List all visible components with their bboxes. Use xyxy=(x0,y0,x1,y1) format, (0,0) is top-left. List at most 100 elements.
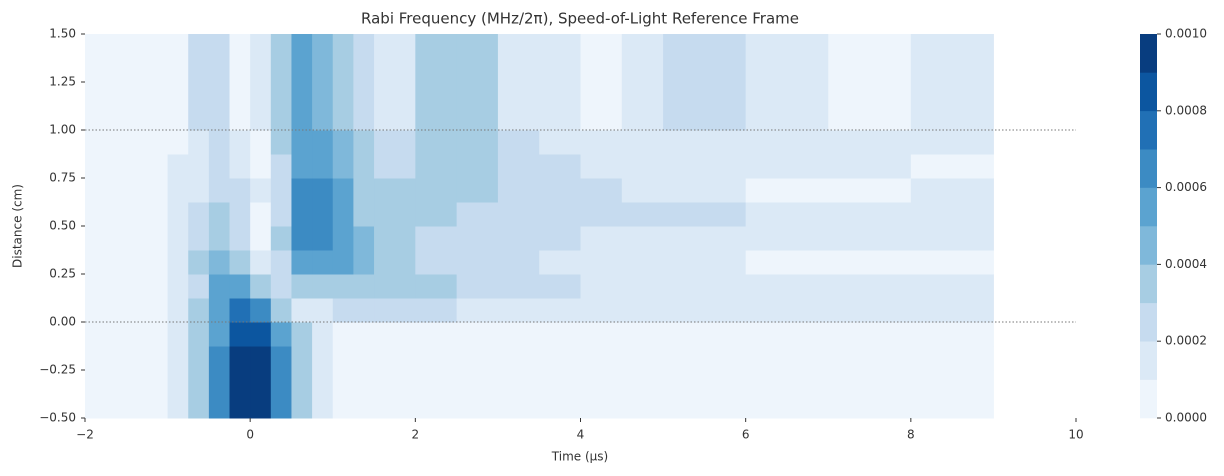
contour-cell xyxy=(291,178,313,203)
contour-cell xyxy=(745,250,829,275)
contour-cell xyxy=(270,226,292,251)
colorbar-tick-label: 0.0000 xyxy=(1165,411,1207,425)
colorbar-segment xyxy=(1140,264,1157,304)
contour-cell xyxy=(312,322,334,347)
x-axis-label: Time (μs) xyxy=(551,450,608,464)
contour-cell xyxy=(312,130,334,155)
contour-cell xyxy=(745,346,829,371)
contour-cell xyxy=(291,322,313,347)
contour-cell xyxy=(415,178,458,203)
contour-cell xyxy=(828,178,912,203)
contour-cell xyxy=(497,82,540,131)
contour-cell xyxy=(188,226,210,251)
contour-cell xyxy=(374,298,416,323)
contour-cell xyxy=(415,322,458,347)
contour-cell xyxy=(188,298,210,323)
contour-cell xyxy=(167,298,189,323)
contour-cell xyxy=(332,178,354,203)
contour-cell xyxy=(497,154,540,179)
contour-cell xyxy=(188,202,210,227)
contour-cell xyxy=(539,322,581,347)
contour-cell xyxy=(208,322,231,347)
contour-cell xyxy=(250,178,272,203)
colorbar-segment xyxy=(1140,149,1157,188)
contour-cell xyxy=(621,178,664,203)
contour-cell xyxy=(312,154,334,179)
contour-cell xyxy=(250,322,272,347)
contour-cell xyxy=(828,370,912,419)
contour-cell xyxy=(188,178,210,203)
contour-cell xyxy=(229,34,251,83)
contour-cell xyxy=(208,226,231,251)
contour-cell xyxy=(828,226,912,251)
contour-cell xyxy=(85,250,169,275)
y-tick-label: 1.50 xyxy=(49,27,76,41)
contour-cell xyxy=(332,154,354,179)
contour-cell xyxy=(745,154,829,179)
contour-cell xyxy=(745,178,829,203)
colorbar-segment xyxy=(1140,226,1157,265)
contour-cell xyxy=(497,322,540,347)
contour-cell xyxy=(415,154,458,179)
contour-cell xyxy=(456,130,499,155)
contour-cell xyxy=(745,298,829,323)
contour-cell xyxy=(456,154,499,179)
contour-cell xyxy=(85,82,169,131)
contour-cell xyxy=(312,298,334,323)
contour-cell xyxy=(828,346,912,371)
contour-cell xyxy=(374,34,416,83)
contour-cell xyxy=(497,34,540,83)
contour-cell xyxy=(250,34,272,83)
contour-cell xyxy=(250,298,272,323)
contour-cell xyxy=(167,34,189,83)
contour-cell xyxy=(539,298,581,323)
contour-cell xyxy=(85,130,169,155)
contour-cell xyxy=(250,346,272,371)
colorbar-segment xyxy=(1140,34,1157,73)
contour-cell xyxy=(497,274,540,299)
contour-cell xyxy=(291,226,313,251)
contour-cell xyxy=(456,34,499,83)
contour-cell xyxy=(910,370,994,419)
contour-cell xyxy=(497,178,540,203)
colorbar-segment xyxy=(1140,187,1157,227)
chart-title: Rabi Frequency (MHz/2π), Speed-of-Light … xyxy=(361,10,799,28)
contour-cell xyxy=(415,370,458,419)
contour-cell xyxy=(291,298,313,323)
contour-cell xyxy=(456,370,499,419)
colorbar-segment xyxy=(1140,379,1157,419)
contour-cell xyxy=(539,178,581,203)
contour-cell xyxy=(497,346,540,371)
contour-cell xyxy=(456,202,499,227)
contour-cell xyxy=(456,250,499,275)
contour-cell xyxy=(353,346,375,371)
contour-cell xyxy=(745,274,829,299)
contour-cell xyxy=(188,274,210,299)
contour-cell xyxy=(250,370,272,419)
contour-cell xyxy=(312,370,334,419)
contour-cell xyxy=(663,250,747,275)
contour-cell xyxy=(291,202,313,227)
contour-cell xyxy=(229,298,251,323)
y-tick-label: 0.00 xyxy=(49,315,76,329)
contour-cell xyxy=(910,346,994,371)
contour-cell xyxy=(497,298,540,323)
contour-cell xyxy=(497,250,540,275)
contour-cell xyxy=(539,226,581,251)
contour-cell xyxy=(621,322,664,347)
contour-cell xyxy=(85,370,169,419)
contour-cell xyxy=(291,34,313,83)
contour-cell xyxy=(828,274,912,299)
contour-cell xyxy=(663,154,747,179)
contour-cell xyxy=(250,202,272,227)
contour-cell xyxy=(456,82,499,131)
contour-cell xyxy=(208,298,231,323)
contour-cell xyxy=(374,130,416,155)
contour-cell xyxy=(353,274,375,299)
contour-cell xyxy=(188,346,210,371)
contour-cell xyxy=(270,202,292,227)
contour-cell xyxy=(229,370,251,419)
contour-cell xyxy=(312,178,334,203)
contour-cell xyxy=(250,154,272,179)
contour-cell xyxy=(910,226,994,251)
